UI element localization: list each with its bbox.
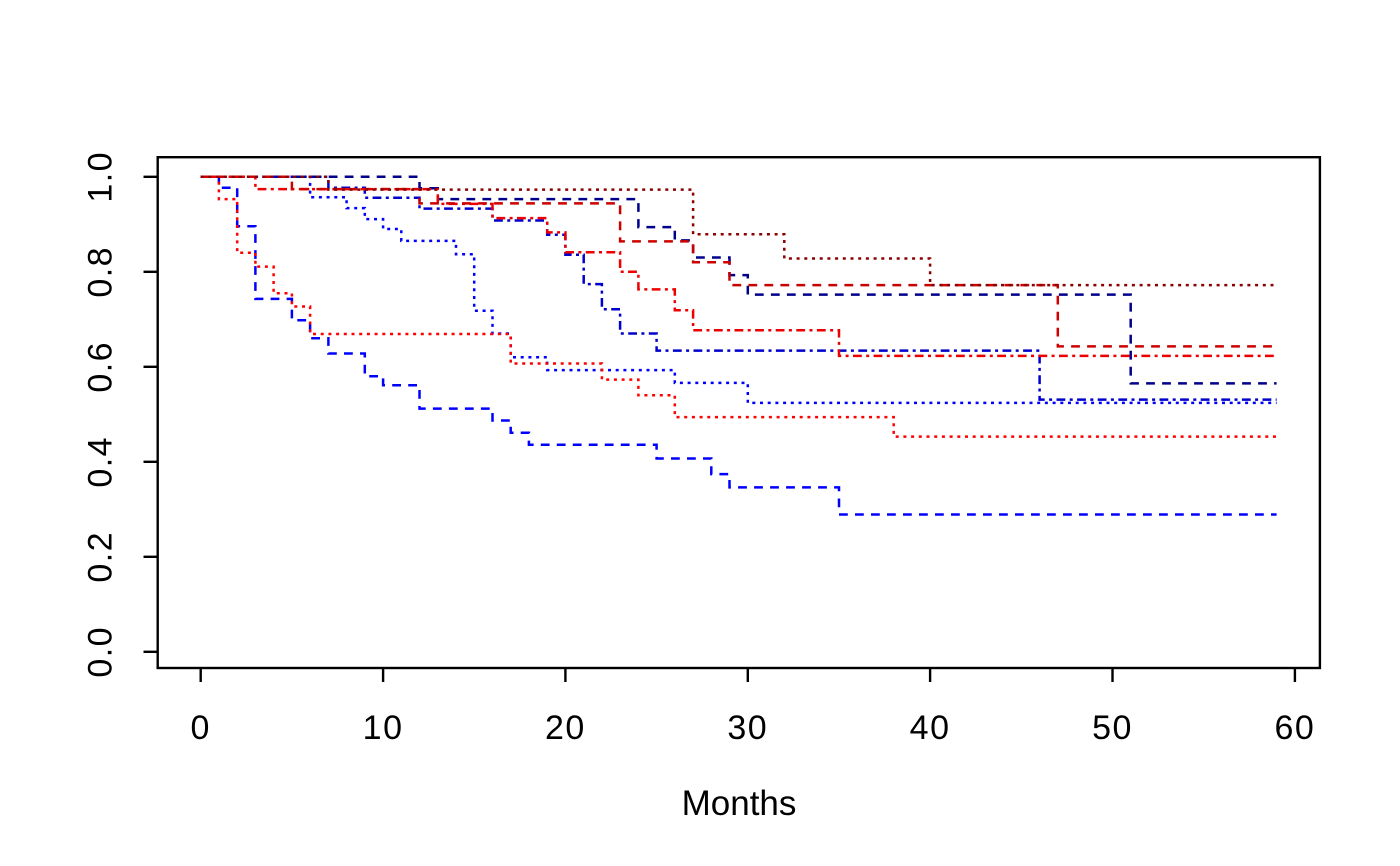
svg-text:0.4: 0.4 <box>81 436 119 488</box>
svg-text:0: 0 <box>190 709 210 747</box>
svg-text:60: 60 <box>1274 709 1315 747</box>
svg-text:0.0: 0.0 <box>81 626 119 678</box>
svg-text:0.6: 0.6 <box>81 341 119 393</box>
svg-text:10: 10 <box>363 709 404 747</box>
svg-text:0.2: 0.2 <box>81 531 119 583</box>
svg-text:0.8: 0.8 <box>81 246 119 298</box>
svg-text:30: 30 <box>727 709 768 747</box>
svg-text:40: 40 <box>910 709 951 747</box>
svg-text:50: 50 <box>1092 709 1133 747</box>
svg-text:20: 20 <box>545 709 586 747</box>
svg-text:Months: Months <box>682 784 797 823</box>
svg-text:1.0: 1.0 <box>81 151 119 203</box>
